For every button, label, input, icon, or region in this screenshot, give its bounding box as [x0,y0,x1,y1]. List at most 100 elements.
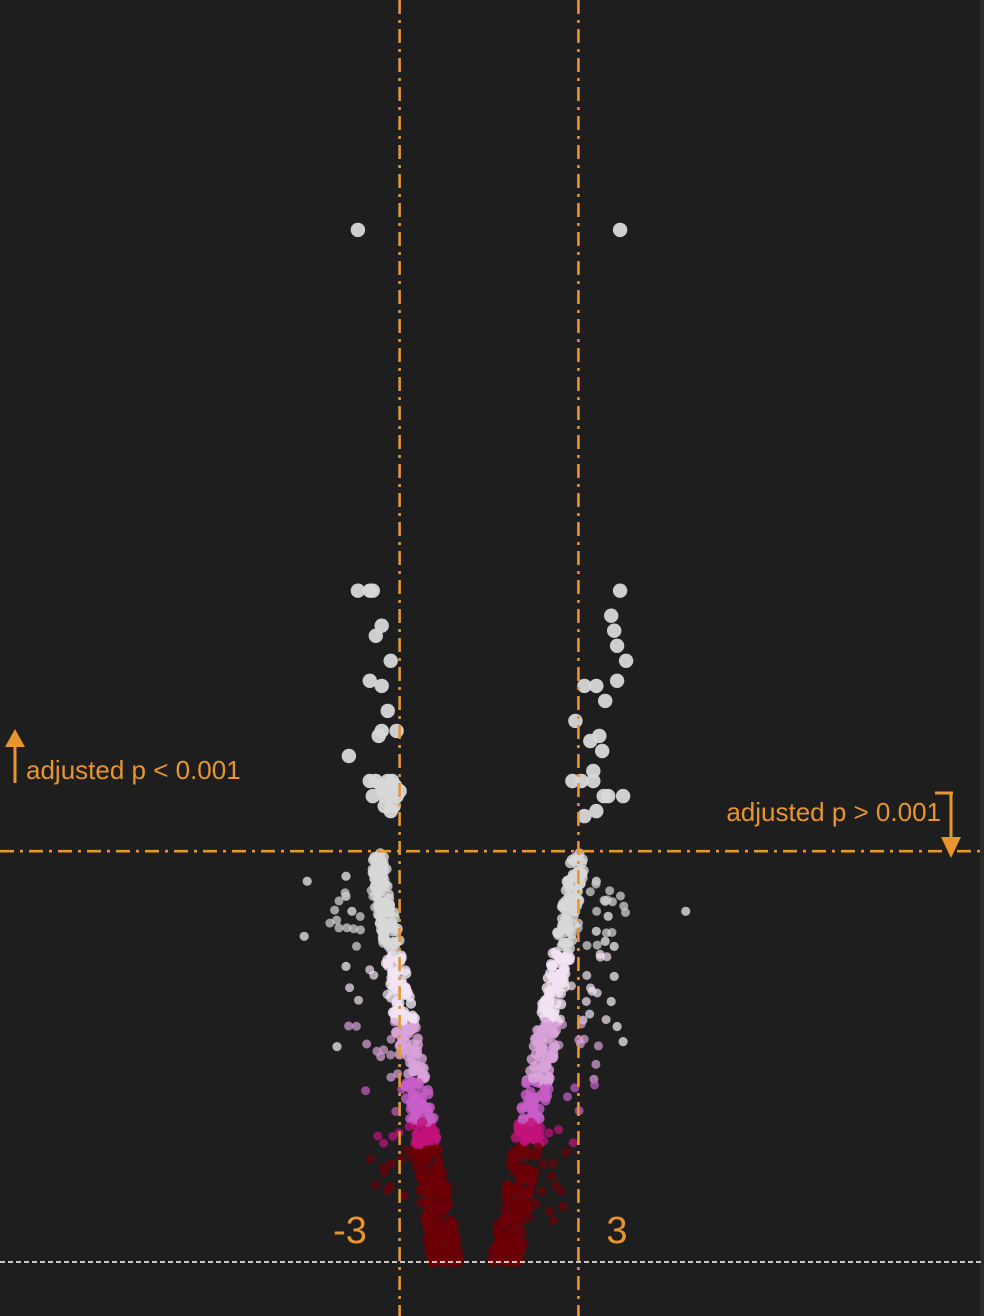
band-point [616,891,625,901]
band-point [379,1138,389,1148]
band-point [556,1186,566,1196]
significant-point [615,788,631,804]
band-point [428,1146,439,1157]
band-point [365,1154,375,1164]
band-point [521,1186,533,1197]
band-point [373,1131,383,1141]
band-point [519,1136,530,1147]
band-point [542,993,553,1004]
band-point [345,983,355,993]
band-point [387,966,398,977]
band-point [605,886,615,896]
band-point [601,928,611,938]
band-point [425,1210,436,1221]
significant-point [383,653,398,668]
band-point [386,1034,396,1044]
band-point [402,1145,412,1155]
band-point [373,850,384,861]
band-point [425,1197,436,1209]
band-point [566,935,578,946]
band-point [425,1190,436,1201]
significant-point [568,713,583,729]
band-point [556,1014,565,1024]
band-point [503,1181,514,1193]
band-point [533,1111,544,1123]
band-point [404,991,415,1002]
outlier-point [347,906,357,916]
band-point [544,1050,555,1061]
band-point [543,1083,554,1095]
significant-point [374,678,389,694]
band-point [520,1089,531,1101]
band-point [561,923,573,934]
band-point [525,1194,535,1204]
band-point [422,1085,433,1096]
outlier-point [332,1042,342,1052]
significant-point [368,628,383,643]
band-point [365,965,375,975]
significant-annotation: adjusted p < 0.001 [5,729,241,785]
adjusted-p-below-label: adjusted p < 0.001 [26,755,241,785]
band-point [563,894,575,905]
band-point [547,1171,557,1181]
band-point [493,1229,504,1241]
band-point [592,906,602,916]
band-point [601,1015,611,1025]
significant-point [609,673,625,688]
band-point [542,1073,553,1085]
band-point [543,1005,554,1016]
band-point [409,1013,420,1024]
band-point [334,923,344,933]
band-point [424,1225,435,1237]
nonsignificant-annotation: adjusted p > 0.001 [726,791,961,858]
band-point [370,902,380,912]
band-point [516,1102,528,1113]
outlier-point [341,891,351,901]
band-point [394,997,405,1009]
significant-point [609,638,625,653]
band-point [442,1221,454,1233]
significant-point [586,773,601,789]
band-point [548,1158,558,1168]
band-point [595,952,605,962]
outlier-point [600,936,610,947]
adjusted-p-above-label: adjusted p > 0.001 [726,797,941,827]
band-point [573,854,584,865]
significant-point [350,583,366,598]
significant-point [618,653,634,668]
band-point [532,1142,544,1154]
band-point [381,906,392,917]
significant-point [589,678,604,694]
band-point [541,982,552,994]
band-point [401,968,412,979]
band-point [344,1021,354,1031]
band-point [436,1228,447,1239]
band-point [550,983,562,994]
band-point [517,1237,528,1248]
significant-point [607,623,622,638]
band-point [551,1042,560,1052]
band-point [519,1204,530,1215]
band-point [539,1136,549,1146]
outlier-point [612,1021,622,1032]
band-point [563,1092,572,1102]
band-point [325,918,335,928]
band-point [413,1078,424,1089]
significant-point [586,763,601,779]
band-point [591,1059,601,1069]
band-point [504,1212,516,1223]
band-point [429,1126,440,1137]
significant-point [577,678,592,694]
band-point [602,952,612,962]
band-point [362,1039,372,1049]
left-threshold-label: -3 [333,1210,367,1252]
band-point [351,1021,361,1031]
band-point [548,1028,559,1039]
band-point [545,1206,555,1216]
band-point [561,876,572,887]
band-point [518,1144,529,1155]
band-point [421,1131,432,1142]
band-point [534,1040,545,1051]
significant-point [596,788,611,804]
